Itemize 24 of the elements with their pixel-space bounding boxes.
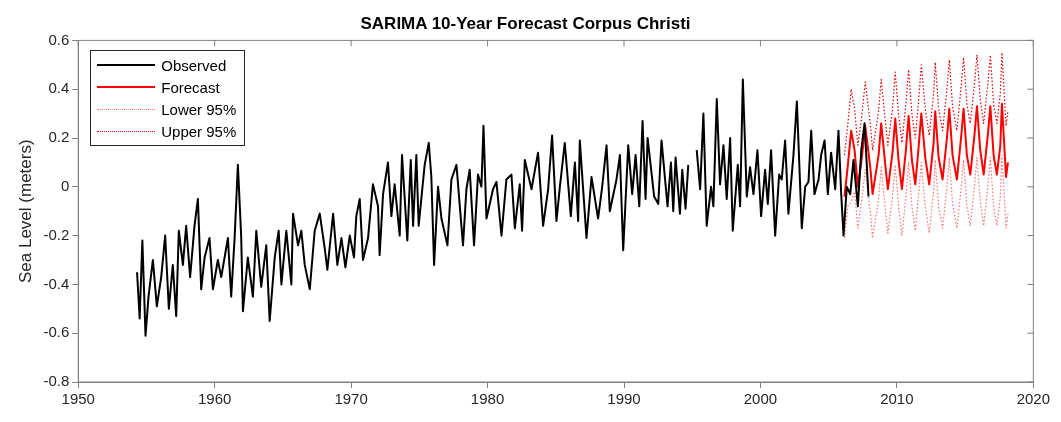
x-tick-label: 1970	[334, 390, 368, 408]
y-tick-label: -0.6	[43, 323, 70, 341]
legend-label: Lower 95%	[161, 100, 237, 118]
x-tick-label: 1960	[198, 390, 232, 408]
x-tick-label: 1980	[470, 390, 505, 408]
x-tick-label: 2020	[1016, 390, 1050, 408]
legend-label: Observed	[161, 56, 227, 74]
x-tick-label: 1950	[61, 390, 95, 408]
y-tick-label: -0.4	[43, 274, 70, 292]
x-tick-label: 1990	[607, 390, 641, 408]
y-tick-label: 0.4	[48, 79, 70, 97]
legend-label: Forecast	[161, 78, 220, 96]
line-series	[843, 154, 1009, 239]
y-axis-title: Sea Level (meters)	[15, 139, 35, 284]
y-tick-label: -0.8	[43, 372, 70, 390]
y-tick-label: -0.2	[43, 225, 70, 243]
legend-label: Upper 95%	[161, 122, 237, 140]
x-tick-label: 2010	[880, 390, 914, 408]
line-series	[843, 52, 1009, 156]
chart-title: SARIMA 10-Year Forecast Corpus Christi	[360, 13, 691, 33]
y-tick-label: 0	[60, 176, 70, 194]
y-tick-label: 0.6	[48, 30, 70, 48]
y-tick-label: 0.2	[48, 128, 70, 146]
x-tick-label: 2000	[743, 390, 778, 408]
